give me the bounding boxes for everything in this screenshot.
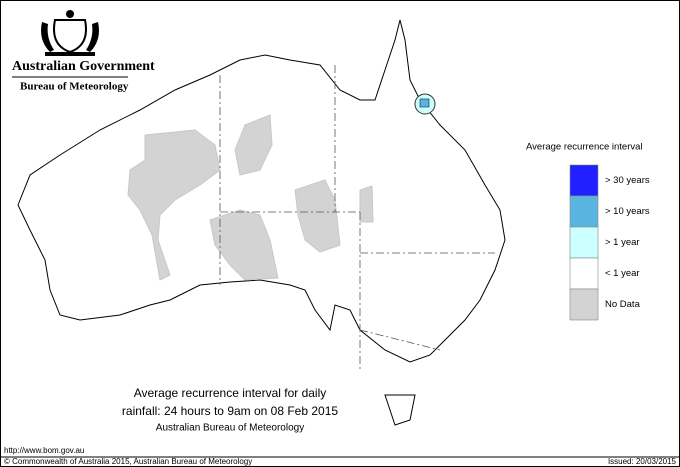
legend-swatch [569, 226, 599, 259]
crest [41, 10, 99, 56]
legend-label: > 10 years [605, 206, 650, 217]
caption-line: rainfall: 24 hours to 9am on 08 Feb 2015 [122, 404, 338, 418]
legend-swatch [569, 164, 599, 197]
legend-label: < 1 year [605, 268, 640, 279]
org-subtitle: Bureau of Meteorology [20, 81, 129, 93]
legend: > 30 years > 10 years > 1 year < 1 year No D… [569, 164, 650, 321]
legend-swatch [569, 257, 599, 290]
footer-copyright: © Commonwealth of Australia 2015, Austra… [4, 457, 252, 466]
legend-swatch [569, 288, 599, 321]
footer-url: http://www.bom.gov.au [4, 446, 84, 455]
legend-swatch [569, 195, 599, 228]
legend-label: > 30 years [605, 175, 650, 186]
footer-issued: Issued: 20/03/2015 [608, 457, 677, 466]
org-title: Australian Government [12, 59, 155, 74]
legend-label: > 1 year [605, 237, 640, 248]
caption-source: Australian Bureau of Meteorology [156, 423, 304, 434]
australia-map [17, 19, 506, 426]
legend-label: No Data [605, 299, 641, 310]
legend-title: Average recurrence interval [526, 142, 643, 153]
caption-line: Average recurrence interval for daily [134, 386, 327, 400]
